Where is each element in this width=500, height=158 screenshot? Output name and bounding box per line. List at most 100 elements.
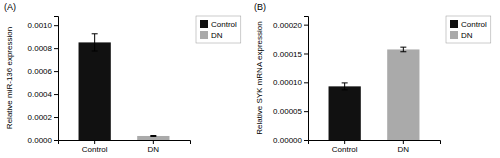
y-tick-mark: [304, 111, 308, 112]
bar: [79, 42, 111, 140]
legend-label: DN: [461, 31, 473, 40]
y-tick-label: 0.0008: [28, 44, 53, 53]
legend-label: Control: [461, 20, 487, 29]
x-tick-label: DN: [148, 145, 160, 154]
error-bar-cap: [150, 136, 156, 137]
x-axis-line: [59, 141, 191, 145]
panel: 0.00000 0.00005 0.00010 0.00015 0.00020 Contr…: [254, 2, 491, 154]
error-bar-cap: [92, 51, 98, 52]
legend-swatch: [450, 20, 458, 28]
y-tick: 0.00015: [273, 50, 308, 59]
y-tick: 0.00020: [273, 21, 308, 30]
error-bar-cap: [400, 47, 406, 48]
y-tick-mark: [54, 71, 58, 72]
y-tick: 0.0006: [28, 67, 58, 76]
y-tick-label: 0.0002: [28, 113, 53, 122]
y-tick-mark: [304, 140, 308, 141]
x-axis: Control DN: [59, 140, 191, 154]
x-axis: Control DN: [309, 140, 441, 154]
x-tick-label: DN: [398, 145, 410, 154]
legend: Control DN: [446, 16, 491, 43]
y-tick-mark: [304, 25, 308, 26]
y-tick: 0.0010: [28, 21, 58, 30]
legend-entry: Control: [200, 20, 237, 29]
y-tick-label: 0.00015: [273, 50, 302, 59]
y-tick-label: 0.0000: [28, 136, 53, 145]
marks: [329, 47, 420, 140]
error-bar: [342, 83, 348, 90]
y-tick-mark: [54, 117, 58, 118]
error-bar-stem: [344, 83, 345, 90]
panel-label: (A): [4, 2, 16, 12]
plot-area: 0.00000 0.00005 0.00010 0.00015 0.00020 Contr…: [273, 17, 440, 154]
y-tick: 0.0004: [28, 90, 58, 99]
y-tick: 0.0000: [28, 136, 58, 145]
y-tick: 0.0008: [28, 44, 58, 53]
x-tick-label: Control: [332, 145, 358, 154]
y-tick: 0.0002: [28, 113, 58, 122]
bar: [329, 86, 361, 140]
bar: [137, 136, 169, 140]
x-tick: DN: [148, 140, 160, 154]
error-bar-stem: [403, 47, 404, 52]
y-tick-label: 0.0006: [28, 67, 53, 76]
error-bar-cap: [400, 51, 406, 52]
marks: [79, 34, 170, 140]
legend-entry: Control: [450, 20, 487, 29]
error-bar-cap: [150, 135, 156, 136]
error-bar-cap: [342, 89, 348, 90]
x-tick: Control: [332, 140, 358, 154]
error-bar-cap: [342, 82, 348, 83]
plot-area: 0.0000 0.0002 0.0004 0.0006 0.0008 0.0010 Cont…: [28, 17, 191, 154]
x-tick-mark: [153, 140, 154, 144]
x-tick: Control: [82, 140, 108, 154]
y-tick-label: 0.00020: [273, 21, 302, 30]
legend-label: DN: [211, 31, 223, 40]
error-bar-stem: [94, 34, 95, 51]
y-tick-mark: [54, 25, 58, 26]
y-tick-label: 0.0010: [28, 21, 53, 30]
x-axis-line: [309, 141, 441, 145]
y-axis-title: Relative SYK mRNA expression: [255, 21, 264, 134]
panel: 0.0000 0.0002 0.0004 0.0006 0.0008 0.0010 Cont…: [4, 2, 241, 154]
y-tick-mark: [54, 140, 58, 141]
figure: 0.0000 0.0002 0.0004 0.0006 0.0008 0.0010 Cont…: [0, 0, 500, 158]
error-bar-cap: [92, 33, 98, 34]
y-tick-mark: [54, 48, 58, 49]
y-axis-line: [54, 17, 59, 141]
y-tick: 0.00005: [273, 107, 308, 116]
y-axis-title: Relative miR-136 expression: [5, 27, 14, 129]
error-bar: [150, 135, 156, 137]
y-axis: 0.00000 0.00005 0.00010 0.00015 0.00020: [273, 17, 308, 146]
legend-frame: [446, 16, 491, 43]
x-tick-mark: [344, 140, 345, 144]
y-tick: 0.00010: [273, 78, 308, 87]
y-tick-mark: [304, 82, 308, 83]
x-tick-label: Control: [82, 145, 108, 154]
x-tick-mark: [403, 140, 404, 144]
legend-frame: [196, 16, 241, 43]
y-axis-line: [304, 17, 309, 141]
legend-swatch: [200, 20, 208, 28]
y-tick: 0.00000: [273, 136, 308, 145]
x-tick-mark: [94, 140, 95, 144]
legend-swatch: [450, 31, 458, 39]
y-tick-mark: [54, 94, 58, 95]
legend-label: Control: [211, 20, 237, 29]
legend-swatch: [200, 31, 208, 39]
legend: Control DN: [196, 16, 241, 43]
y-tick-label: 0.00000: [273, 136, 302, 145]
y-tick-mark: [304, 53, 308, 54]
y-tick-label: 0.00010: [273, 78, 302, 87]
chart-root: 0.0000 0.0002 0.0004 0.0006 0.0008 0.0010 Cont…: [0, 0, 500, 158]
y-axis: 0.0000 0.0002 0.0004 0.0006 0.0008 0.0010: [28, 17, 59, 146]
y-tick-label: 0.00005: [273, 107, 302, 116]
panel-label: (B): [254, 2, 266, 12]
error-bar: [400, 47, 406, 52]
legend-entry: DN: [200, 31, 223, 40]
y-tick-label: 0.0004: [28, 90, 53, 99]
x-tick: DN: [398, 140, 410, 154]
error-bar: [92, 34, 98, 51]
bar: [387, 49, 419, 140]
legend-entry: DN: [450, 31, 473, 40]
